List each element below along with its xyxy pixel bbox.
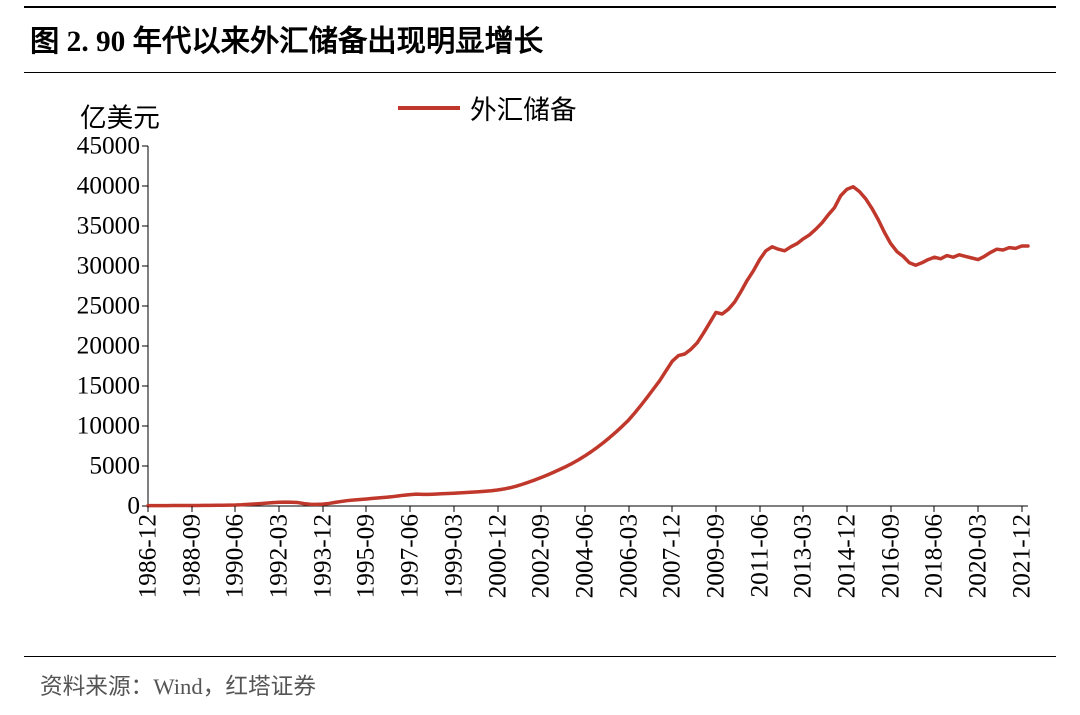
x-tick-label: 2007-12 <box>658 514 687 598</box>
x-tick-label: 1999-03 <box>439 514 468 598</box>
x-tick-label: 2006-03 <box>614 514 643 598</box>
x-tick-mark <box>803 506 804 512</box>
x-tick-mark <box>410 506 411 512</box>
x-tick-mark <box>584 506 585 512</box>
x-tick-label: 2011-06 <box>745 514 774 597</box>
y-tick-label: 5000 <box>89 452 140 481</box>
legend-label: 外汇储备 <box>470 88 577 127</box>
x-tick-label: 2013-03 <box>789 514 818 598</box>
y-tick-label: 30000 <box>77 252 140 281</box>
x-tick-label: 1990-06 <box>221 514 250 598</box>
chart-svg <box>148 146 1028 506</box>
x-tick-label: 2002-09 <box>527 514 556 598</box>
figure-number: 图 2. <box>30 26 89 58</box>
y-tick-label: 35000 <box>77 212 140 241</box>
x-tick-label: 2018-06 <box>920 514 949 598</box>
figure-title: 90 年代以来外汇储备出现明显增长 <box>96 26 543 58</box>
x-tick-label: 2016-09 <box>876 514 905 598</box>
x-tick-mark <box>890 506 891 512</box>
x-tick-mark <box>279 506 280 512</box>
y-tick-label: 40000 <box>77 172 140 201</box>
x-tick-label: 2014-12 <box>833 514 862 598</box>
source-line: 资料来源：Wind，红塔证券 <box>40 668 316 701</box>
y-tick-label: 25000 <box>77 292 140 321</box>
figure-container: 图 2. 90 年代以来外汇储备出现明显增长 亿美元 外汇储备 05000100… <box>0 6 1080 715</box>
x-tick-mark <box>497 506 498 512</box>
title-bar: 图 2. 90 年代以来外汇储备出现明显增长 <box>24 6 1056 73</box>
x-tick-label: 1992-03 <box>265 514 294 598</box>
source-value: Wind，红塔证券 <box>153 674 316 699</box>
x-tick-mark <box>715 506 716 512</box>
x-tick-label: 1997-06 <box>396 514 425 598</box>
y-tick-label: 10000 <box>77 412 140 441</box>
source-label: 资料来源： <box>40 674 153 699</box>
y-axis-unit: 亿美元 <box>80 96 160 135</box>
x-tick-mark <box>235 506 236 512</box>
y-tick-label: 45000 <box>77 132 140 161</box>
x-tick-mark <box>978 506 979 512</box>
x-tick-label: 1993-12 <box>308 514 337 598</box>
x-tick-label: 1995-09 <box>352 514 381 598</box>
x-tick-mark <box>191 506 192 512</box>
x-tick-mark <box>453 506 454 512</box>
x-tick-mark <box>541 506 542 512</box>
x-tick-mark <box>322 506 323 512</box>
y-tick-label: 20000 <box>77 332 140 361</box>
x-tick-mark <box>366 506 367 512</box>
x-tick-mark <box>672 506 673 512</box>
x-tick-label: 2020-03 <box>964 514 993 598</box>
x-tick-label: 2021-12 <box>1007 514 1036 598</box>
y-axis-ticks: 0500010000150002000025000300003500040000… <box>68 146 148 506</box>
footer-rule <box>24 656 1056 657</box>
x-tick-label: 1988-09 <box>177 514 206 598</box>
x-tick-label: 1986-12 <box>134 514 163 598</box>
x-tick-label: 2009-09 <box>701 514 730 598</box>
x-tick-mark <box>628 506 629 512</box>
x-tick-mark <box>759 506 760 512</box>
legend: 外汇储备 <box>398 88 577 127</box>
x-axis-ticks: 1986-121988-091990-061992-031993-121995-… <box>148 506 1028 646</box>
legend-swatch <box>398 106 460 110</box>
x-tick-mark <box>934 506 935 512</box>
y-tick-label: 15000 <box>77 372 140 401</box>
x-tick-mark <box>148 506 149 512</box>
plot-area: 0500010000150002000025000300003500040000… <box>148 146 1028 506</box>
x-tick-mark <box>847 506 848 512</box>
series-line <box>148 187 1028 506</box>
x-tick-mark <box>1021 506 1022 512</box>
x-tick-label: 2000-12 <box>483 514 512 598</box>
x-tick-label: 2004-06 <box>570 514 599 598</box>
